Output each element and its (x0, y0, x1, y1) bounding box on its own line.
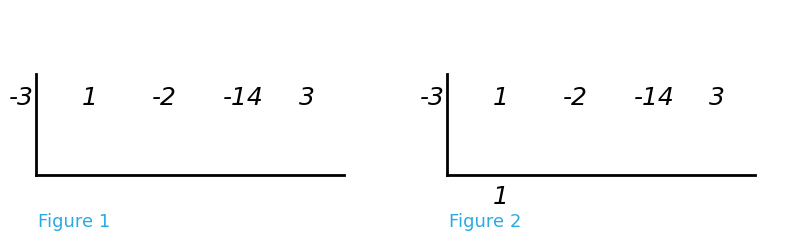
Text: -14: -14 (223, 86, 263, 110)
Text: -3: -3 (10, 86, 34, 110)
Text: 1: 1 (493, 86, 509, 110)
Text: 3: 3 (710, 86, 726, 110)
Text: 1: 1 (82, 86, 98, 110)
Text: -2: -2 (563, 86, 588, 110)
Text: -3: -3 (420, 86, 445, 110)
Text: Figure 2: Figure 2 (449, 213, 521, 231)
Text: Figure 1: Figure 1 (38, 213, 110, 231)
Text: 1: 1 (493, 185, 509, 209)
Text: -2: -2 (152, 86, 178, 110)
Text: 3: 3 (298, 86, 314, 110)
Text: -14: -14 (634, 86, 674, 110)
